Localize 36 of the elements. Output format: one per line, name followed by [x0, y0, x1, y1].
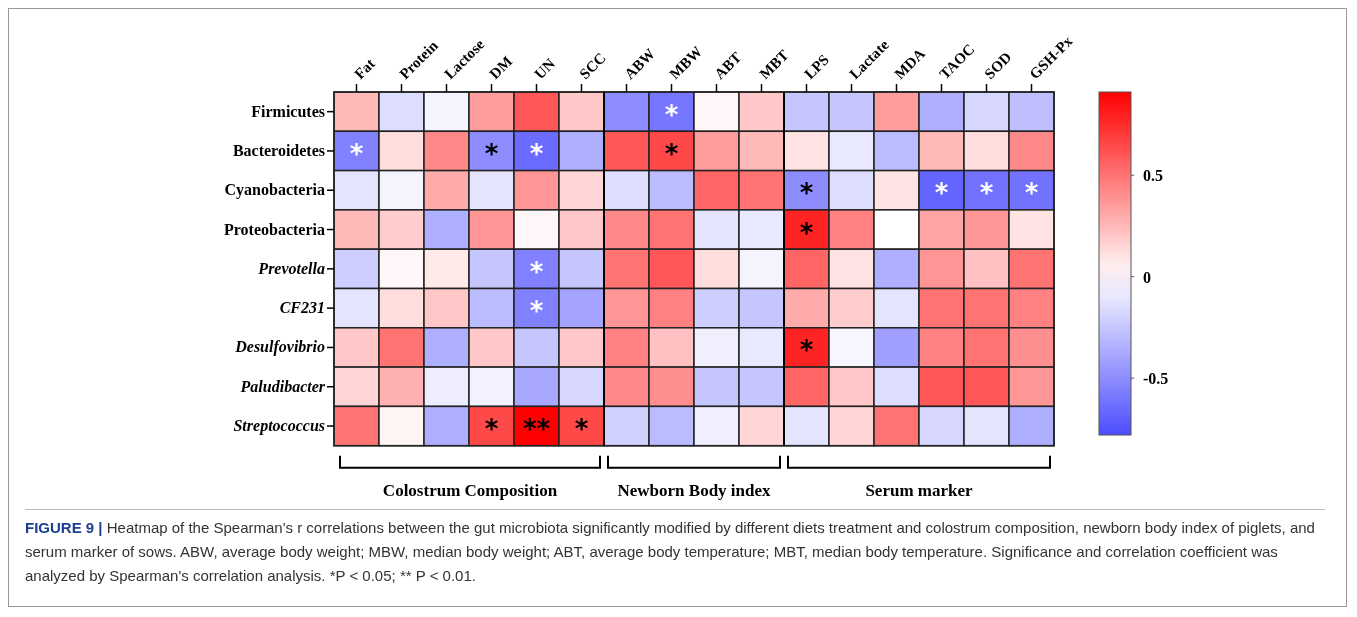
- x-tick-label: UN: [531, 55, 559, 83]
- y-tick-label: Paludibacter: [239, 377, 326, 395]
- y-tick-label: Cyanobacteria: [224, 181, 325, 200]
- data-label: *: [664, 99, 679, 130]
- data-label: *: [1024, 178, 1039, 209]
- y-tick-label: Desulfovibrio: [234, 338, 325, 357]
- data-label: *: [349, 138, 364, 169]
- data-label: *: [529, 138, 544, 169]
- color-bar-label: 0.5: [1143, 167, 1163, 185]
- y-tick-label: CF231: [279, 299, 325, 317]
- text: Newborn Body index: [617, 480, 772, 500]
- data-label: *: [529, 296, 544, 327]
- data-label: *: [484, 414, 499, 445]
- data-label: *: [574, 414, 589, 445]
- x-tick-label: LPS: [801, 51, 833, 83]
- data-label: **: [522, 414, 551, 445]
- text: Colostrum Composition: [382, 480, 558, 500]
- data-label: *: [484, 138, 499, 169]
- data-label: *: [664, 138, 679, 169]
- y-tick-label: Prevotella: [257, 259, 325, 277]
- color-bar-label: -0.5: [1143, 370, 1169, 388]
- caption: FIGURE 9 | Heatmap of the Spearman's r correlations between the gut microbiota significantly modified by different diets treatment and colostrum composition, newborn body index of piglets, and serum marker of sows. ABW, average body weight; MBW, median body weight; ABT, average body temperature; MBT, median body temperature. Significance and correlation coefficient was analyzed by Spearman's correlation analysis. *P < 0.05; ** P < 0.01.: [25, 509, 1325, 588]
- x-tick-label: DM: [486, 53, 516, 83]
- data-label: *: [799, 178, 814, 209]
- data-label: *: [799, 335, 814, 366]
- data-label: *: [529, 256, 544, 287]
- data-label: *: [934, 178, 949, 209]
- color-bar-label: 0: [1143, 268, 1151, 286]
- y-tick-label: Streptococcus: [233, 417, 325, 436]
- y-tick-label: Proteobacteria: [224, 220, 325, 238]
- y-tick-label: Bacteroidetes: [232, 141, 325, 159]
- y-tick-label: Firmicutes: [251, 102, 325, 120]
- text: Serum marker: [865, 480, 974, 500]
- x-tick-label: Fat: [351, 55, 378, 83]
- data-label: *: [979, 178, 994, 209]
- data-label: *: [799, 217, 814, 248]
